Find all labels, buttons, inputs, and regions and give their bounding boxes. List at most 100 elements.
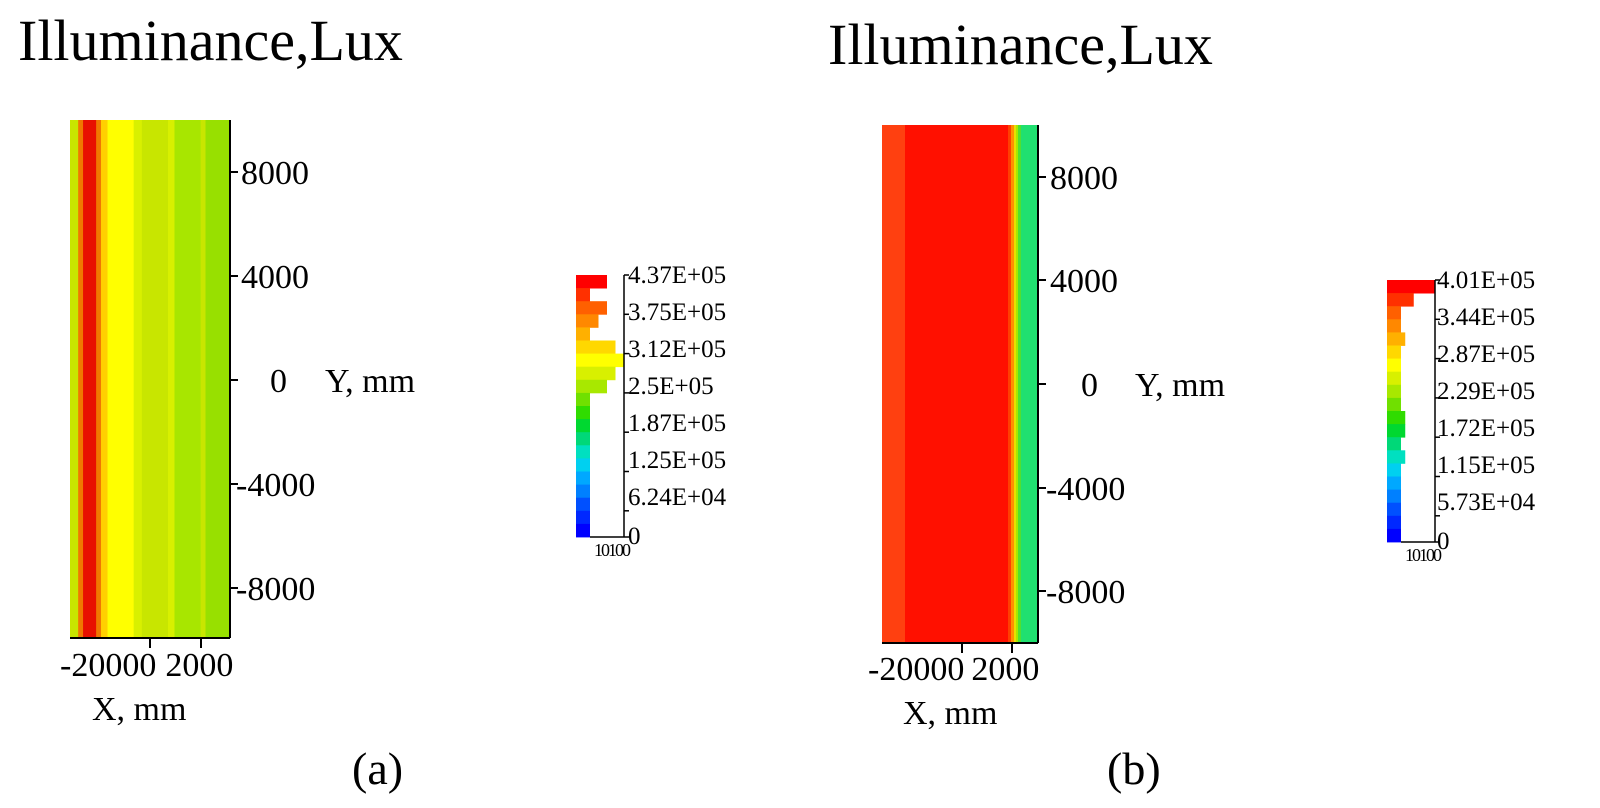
panel-b-colorbar-swatch [1387, 502, 1401, 517]
panel-a-heatmap-stripe [205, 120, 231, 638]
panel-b-colorbar-histogram-bar [1401, 293, 1414, 307]
panel-b-heatmap-stripe [1021, 125, 1039, 643]
panel-b-heatmap-stripe [882, 125, 906, 643]
panel-b-heatmap-stripe [905, 125, 1009, 643]
panel-a-colorbar-swatch [576, 301, 590, 315]
panel-a-heatmap-stripe [141, 120, 169, 638]
panel-b-colorbar-swatch [1387, 397, 1401, 412]
panel-b-title: Illuminance,Lux [828, 12, 1213, 77]
panel-b-colorbar-label: 2.87E+05 [1437, 341, 1535, 368]
panel-b-x-axis-label: X, mm [903, 695, 997, 732]
panel-a-x-axis-label: X, mm [92, 691, 186, 728]
panel-a-colorbar-swatch [576, 366, 590, 381]
panel-a-colorbar-swatch [576, 484, 590, 499]
panel-a-colorbar-histogram-bar [590, 353, 624, 368]
panel-b-colorbar-swatch [1387, 437, 1401, 451]
panel-a-colorbar-swatch [576, 510, 590, 525]
panel-a-y-tick-label: 4000 [241, 259, 309, 296]
panel-a-colorbar-swatch [576, 353, 590, 368]
panel-b-colorbar-label: 1.72E+05 [1437, 415, 1535, 442]
panel-a-colorbar-swatch [576, 406, 590, 420]
panel-a-heatmap-stripe [83, 120, 97, 638]
panel-a-colorbar-label: 3.12E+05 [628, 336, 726, 363]
panel-a-colorbar-swatch [576, 392, 590, 407]
panel-a-title: Illuminance,Lux [18, 8, 403, 73]
panel-a-heatmap-stripe [174, 120, 202, 638]
panel-a-colorbar-swatch [576, 379, 590, 394]
panel-b-colorbar-histogram-bar [1401, 424, 1406, 438]
panel-a-colorbar-label: 6.24E+04 [628, 484, 727, 511]
panel-b-y-tick-label: 4000 [1050, 263, 1118, 300]
panel-a-colorbar-label: 2.5E+05 [628, 373, 714, 400]
panel-b-colorbar-label: 1.15E+05 [1437, 452, 1535, 479]
caption-b: (b) [1107, 743, 1161, 794]
panel-a-colorbar-histogram-bar [590, 340, 616, 354]
panel-b-colorbar-swatch [1387, 489, 1401, 504]
panel-b-colorbar-swatch [1387, 293, 1401, 307]
panel-a-colorbar-histogram-bar [590, 275, 607, 289]
panel-a-heatmap-stripe [200, 120, 207, 638]
panel-b-colorbar-label: 3.44E+05 [1437, 304, 1535, 331]
panel-b-y-tick-label: -4000 [1046, 471, 1125, 508]
panel-a-colorbar-swatch [576, 288, 590, 302]
panel-b-heatmap-stripe [1014, 125, 1017, 643]
panel-a-heatmap-stripe [133, 120, 143, 638]
panel-b-colorbar-swatch [1387, 528, 1401, 543]
panel-a-colorbar-swatch [576, 314, 590, 328]
panel-b-colorbar-histogram-bar [1401, 411, 1406, 425]
panel-a-heatmap-stripe [107, 120, 135, 638]
panel-b-heatmap [882, 125, 1039, 643]
panel-b-colorbar-swatch [1387, 306, 1401, 320]
panel-a-colorbar-label: 1.25E+05 [628, 447, 726, 474]
panel-a-colorbar-swatch [576, 327, 590, 341]
panel-a-colorbar-swatch [576, 340, 590, 354]
panel-a: Illuminance,Lux 8000 4000 0 -4000 -8000 … [18, 8, 727, 794]
panel-a-colorbar-histogram-bar [590, 301, 607, 315]
panel-a-heatmap [70, 120, 231, 638]
panel-a-colorbar-histogram-bar [590, 366, 616, 381]
panel-b-colorbar-swatch [1387, 411, 1401, 425]
panel-a-heatmap-stripe [70, 120, 79, 638]
panel-a-colorbar-label: 3.75E+05 [628, 299, 726, 326]
panel-b-heatmap-stripe [1008, 125, 1012, 643]
panel-b-colorbar-swatch [1387, 332, 1401, 346]
panel-a-heatmap-stripe [167, 120, 176, 638]
panel-a-y-tick-label: -4000 [236, 467, 315, 504]
panel-b-colorbar-swatch [1387, 450, 1401, 464]
panel-a-heatmap-stripe [101, 120, 109, 638]
panel-b-colorbar-swatch [1387, 515, 1401, 530]
panel-a-y-tick-label: 0 [270, 363, 287, 400]
panel-b: Illuminance,Lux 8000 4000 0 -4000 -8000 … [828, 12, 1536, 794]
panel-b-y-ticks: 8000 4000 0 -4000 -8000 [1038, 160, 1125, 611]
panel-b-colorbar-swatch [1387, 319, 1401, 333]
panel-b-colorbar-swatch [1387, 424, 1401, 438]
panel-b-colorbar [1387, 279, 1440, 543]
panel-a-colorbar-swatch [576, 523, 590, 538]
panel-b-colorbar-histogram-bar [1401, 280, 1435, 294]
panel-b-x-tick-label: -20000 2000 [868, 651, 1039, 688]
panel-b-colorbar-swatch [1387, 345, 1401, 359]
panel-a-heatmap-stripe [96, 120, 102, 638]
panel-a-colorbar-labels: 4.37E+05 3.75E+05 3.12E+05 2.5E+05 1.87E… [628, 262, 727, 550]
panel-a-heatmap-stripe [78, 120, 84, 638]
panel-b-colorbar-swatch [1387, 358, 1401, 373]
panel-b-colorbar-label: 2.29E+05 [1437, 378, 1535, 405]
caption-a: (a) [352, 743, 403, 794]
panel-b-colorbar-histogram-bar [1401, 450, 1406, 464]
panel-a-colorbar-swatch [576, 432, 590, 446]
panel-b-colorbar-swatch [1387, 476, 1401, 490]
panel-a-colorbar-label: 4.37E+05 [628, 262, 726, 289]
panel-b-colorbar-swatch [1387, 371, 1401, 386]
panel-a-colorbar-swatch [576, 445, 590, 459]
panel-b-colorbar-label: 5.73E+04 [1437, 489, 1536, 516]
panel-a-colorbar-swatch [576, 497, 590, 512]
panel-b-colorbar-swatch [1387, 463, 1401, 477]
panel-a-colorbar-swatch [576, 419, 590, 433]
panel-b-y-axis-label: Y, mm [1135, 367, 1225, 404]
panel-b-colorbar-swatch [1387, 384, 1401, 399]
panel-a-histogram-axis-label: 10100 [594, 540, 631, 560]
panel-b-y-tick-label: -8000 [1046, 574, 1125, 611]
panel-b-colorbar-label: 4.01E+05 [1437, 267, 1535, 294]
panel-a-colorbar [576, 274, 629, 538]
panel-a-colorbar-swatch [576, 458, 590, 472]
